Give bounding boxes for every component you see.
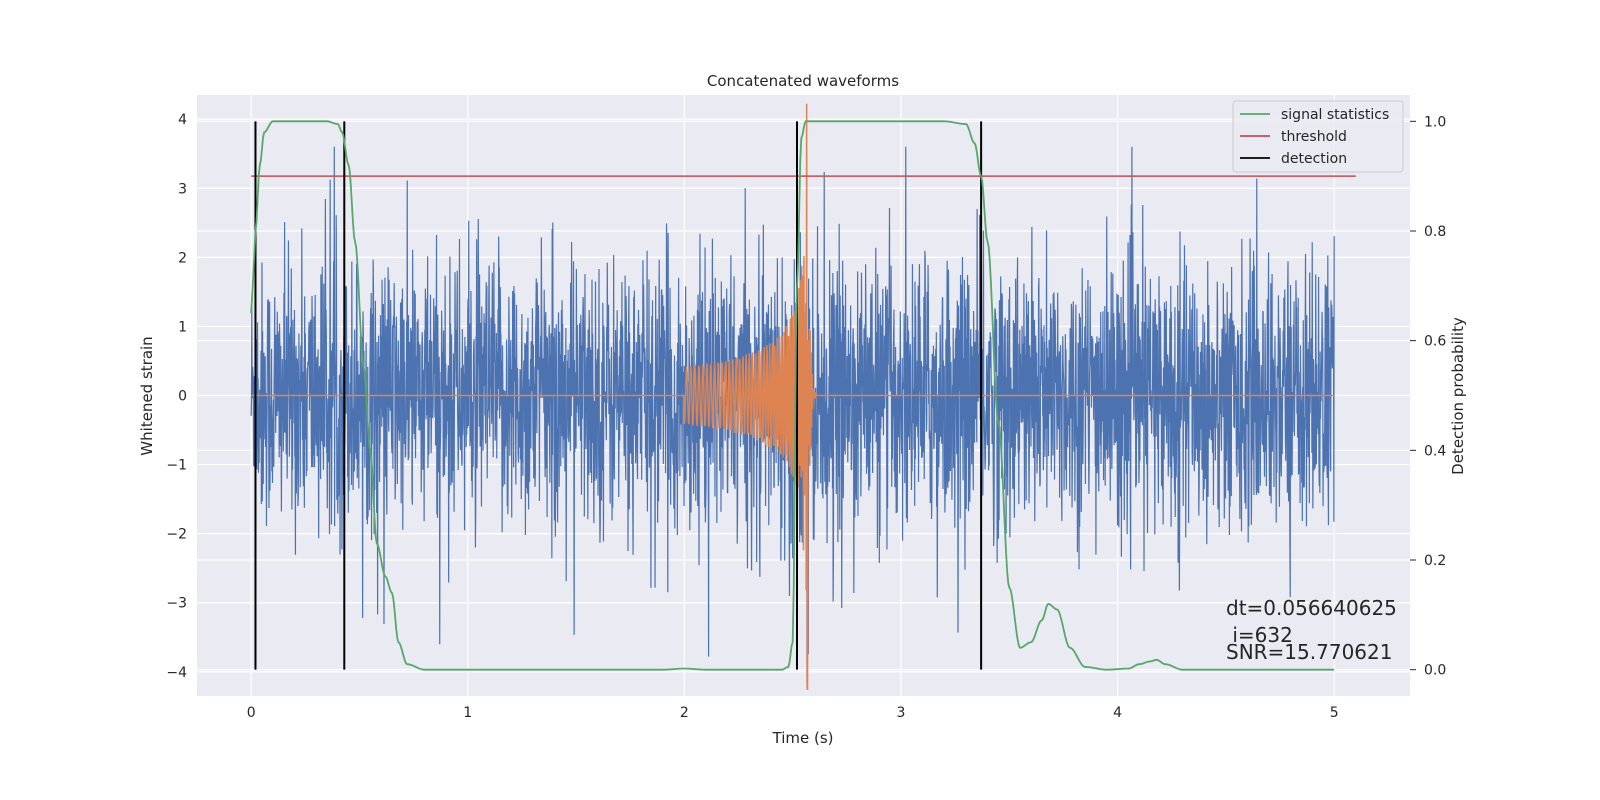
y2-tick-label: 1.0 [1424,114,1446,130]
y-tick-label: −4 [166,665,187,681]
x-tick-label: 5 [1330,705,1339,721]
y2-axis-ticks: 0.0 0.2 0.4 0.6 0.8 1.0 [1410,114,1446,679]
series-detection-lines [254,121,983,670]
annotation-snr: SNR=15.770621 [1226,640,1392,664]
x-tick-label: 4 [1113,705,1122,721]
y-tick-label: 4 [178,112,187,128]
legend-label-threshold: threshold [1281,129,1347,145]
series-whitened-strain-line [250,146,1335,682]
y-axis-ticks: −4 −3 −2 −1 0 1 2 3 4 [166,112,187,681]
y-tick-label: 3 [178,181,187,197]
legend: signal statistics threshold detection [1232,100,1404,173]
series-signal-statistics-line [250,120,1335,671]
y-tick-label: 1 [178,319,187,335]
legend-box [1232,100,1404,173]
x-axis-title: Time (s) [772,729,834,747]
chart-title: Concatenated waveforms [707,72,899,90]
x-tick-label: 3 [897,705,906,721]
y-axis-title: Whitened strain [138,336,156,455]
legend-label-signal-statistics: signal statistics [1281,107,1389,123]
x-tick-label: 2 [680,705,689,721]
y-tick-label: 2 [178,250,187,266]
y2-tick-label: 0.6 [1424,334,1446,350]
y2-tick-label: 0.2 [1424,553,1446,569]
y-tick-label: −2 [166,527,187,543]
annotation-index: i=632 [1226,623,1293,647]
y-tick-label: −1 [166,458,187,474]
y2-tick-label: 0.8 [1424,224,1446,240]
y-tick-label: −3 [166,596,187,612]
y2-axis-title: Detection probability [1449,317,1467,475]
y2-tick-label: 0.0 [1424,663,1446,679]
annotation-dt: dt=0.056640625 [1226,596,1397,620]
x-axis-ticks: 0 1 2 3 4 5 [247,705,1339,721]
legend-label-detection: detection [1281,151,1347,167]
series-waveform-line [251,103,1335,690]
y-tick-label: 0 [178,389,187,405]
x-tick-label: 0 [247,705,256,721]
x-tick-label: 1 [463,705,472,721]
y2-tick-label: 0.4 [1424,443,1446,459]
